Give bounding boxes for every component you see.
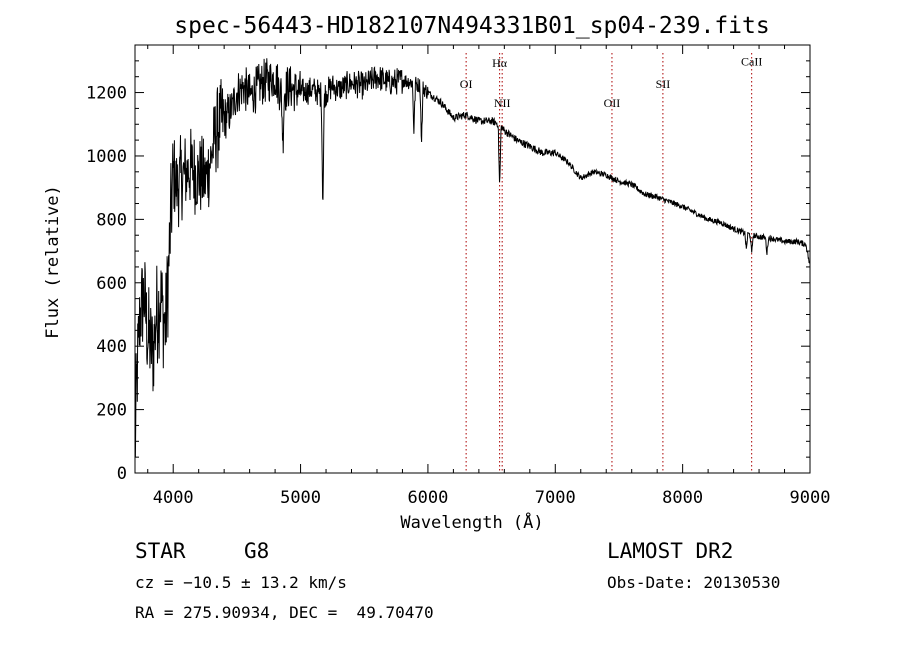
- y-axis-label: Flux (relative): [43, 185, 63, 339]
- obs-date-text: Obs-Date: 20130530: [607, 573, 781, 592]
- line-marker-label: OII: [604, 96, 621, 110]
- line-marker-label: Hα: [492, 56, 508, 70]
- x-tick-label: 4000: [153, 488, 194, 508]
- y-tick-label: 400: [96, 337, 127, 357]
- y-tick-label: 1000: [86, 147, 127, 167]
- spectrum-line: [134, 58, 811, 458]
- line-marker-label: SII: [656, 77, 671, 91]
- y-tick-label: 800: [96, 210, 127, 230]
- x-tick-label: 8000: [662, 488, 703, 508]
- line-marker-label: CaII: [741, 55, 762, 69]
- survey-name: LAMOST DR2: [607, 539, 734, 563]
- object-subclass: G8: [244, 539, 270, 563]
- line-marker-label: NII: [494, 96, 511, 110]
- line-marker-label: OI: [460, 77, 473, 91]
- line-marker-group: [465, 53, 753, 473]
- x-tick-label: 6000: [407, 488, 448, 508]
- line-marker-labels: OI Hα NII OII SII CaII: [460, 55, 763, 110]
- object-class: STAR: [135, 539, 186, 563]
- coordinates-text: RA = 275.90934, DEC = 49.70470: [135, 603, 434, 622]
- chart-title: spec-56443-HD182107N494331B01_sp04-239.f…: [174, 13, 769, 39]
- axes: 4000 5000 6000 7000 8000 9000 0 200 400 600 800 100…: [86, 45, 830, 508]
- x-tick-label: 7000: [535, 488, 576, 508]
- x-axis-label: Wavelength (Å): [400, 511, 543, 533]
- y-tick-label: 600: [96, 274, 127, 294]
- x-tick-label: 9000: [790, 488, 831, 508]
- plot-frame: [134, 44, 811, 474]
- y-tick-label: 1200: [86, 84, 127, 104]
- x-tick-label: 5000: [280, 488, 321, 508]
- y-tick-label: 200: [96, 401, 127, 421]
- redshift-text: cz = −10.5 ± 13.2 km/s: [135, 573, 347, 592]
- y-tick-label: 0: [117, 464, 127, 484]
